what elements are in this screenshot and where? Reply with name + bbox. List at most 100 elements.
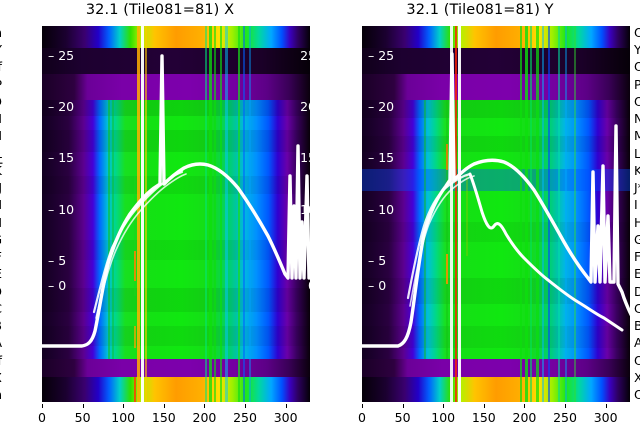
x-tick-mark-300 bbox=[605, 404, 607, 408]
category-label-c-16: C bbox=[634, 300, 640, 316]
category-label-f-13: F bbox=[0, 249, 2, 264]
band-sub-2 bbox=[362, 136, 630, 152]
x-tick-label-150: 150 bbox=[151, 410, 176, 425]
band-sub-1 bbox=[362, 100, 630, 118]
x-tick-mark-50 bbox=[402, 404, 404, 408]
x-tick-label-200: 200 bbox=[192, 410, 217, 425]
category-label-d-15: D bbox=[634, 283, 640, 299]
heatmap-canvas-y bbox=[362, 26, 630, 402]
category-label-o-4: O bbox=[634, 93, 640, 109]
category-label-on-0: On bbox=[0, 25, 2, 40]
band-sub-4 bbox=[362, 278, 630, 304]
x-tick-mark-150 bbox=[483, 404, 485, 408]
heatmap-y[interactable]: – 25 – 20 – 15 – 10 – 5 – 0 bbox=[362, 26, 630, 402]
x-tick-mark-150 bbox=[163, 404, 165, 408]
category-label-b-17: B bbox=[0, 318, 2, 333]
band-dark-upper bbox=[42, 48, 310, 74]
category-label-n-5: N bbox=[0, 111, 2, 126]
vertical-features bbox=[424, 26, 576, 402]
band-top-rainbow bbox=[362, 26, 630, 48]
category-label-y-1: Y bbox=[0, 42, 2, 57]
inner-ytick-20: – 20 bbox=[48, 99, 75, 114]
inner-ytick-right-25: 25 bbox=[300, 48, 310, 63]
x-tick-label-50: 50 bbox=[74, 410, 91, 425]
inner-ytick-15: – 15 bbox=[368, 150, 395, 165]
category-label-x-20: X bbox=[634, 369, 640, 385]
band-bottom-rainbow bbox=[362, 377, 630, 402]
category-label-i-10: I bbox=[634, 197, 638, 213]
inner-ytick-5: – 5 bbox=[48, 253, 67, 268]
x-tick-mark-100 bbox=[123, 404, 125, 408]
x-axis-left: 0 50 100 150 200 250 300 bbox=[38, 404, 310, 434]
category-label-a-18: A bbox=[634, 335, 640, 351]
x-tick-label-300: 300 bbox=[593, 410, 618, 425]
category-label-e-14: E bbox=[634, 266, 640, 282]
inner-ytick-right-15: 15 bbox=[300, 150, 310, 165]
x-tick-mark-100 bbox=[443, 404, 445, 408]
x-tick-mark-50 bbox=[82, 404, 84, 408]
inner-ytick-right-0: 0 bbox=[308, 278, 310, 293]
x-tick-mark-0 bbox=[362, 404, 363, 408]
x-tick-label-250: 250 bbox=[233, 410, 257, 425]
inner-ytick-25: – 25 bbox=[48, 48, 75, 63]
amplitude-trace-2b bbox=[95, 173, 187, 319]
inner-ytick-right-20: 20 bbox=[300, 99, 310, 114]
x-tick-label-250: 250 bbox=[553, 410, 577, 425]
category-label-on-0: On bbox=[634, 25, 640, 40]
category-label-on-21: On bbox=[0, 387, 2, 402]
category-label-p-3: P bbox=[634, 76, 640, 92]
category-label-l-7: L bbox=[634, 145, 640, 161]
inner-ytick-0: – 0 bbox=[48, 278, 67, 293]
x-tick-label-100: 100 bbox=[431, 410, 456, 425]
x-tick-label-100: 100 bbox=[111, 410, 136, 425]
category-label-l-7: L bbox=[0, 146, 2, 161]
x-axis-right: 0 50 100 150 200 250 300 bbox=[358, 404, 630, 434]
inner-ytick-10: – 10 bbox=[48, 202, 75, 217]
category-label-i-10: I bbox=[0, 197, 2, 213]
category-label-b-17: B bbox=[634, 318, 640, 334]
x-tick-label-200: 200 bbox=[512, 410, 537, 425]
inner-ytick-20: – 20 bbox=[368, 99, 395, 114]
x-tick-mark-250 bbox=[245, 404, 247, 408]
band-sub-2 bbox=[42, 130, 310, 152]
band-sub-blue bbox=[362, 169, 630, 191]
category-label-p-3: P bbox=[0, 77, 2, 92]
band-sub-6 bbox=[42, 326, 310, 346]
vertical-features bbox=[108, 26, 251, 402]
heatmap-x[interactable]: – 25 – 20 – 15 – 10 – 5 – 0 25 20 15 10 … bbox=[42, 26, 310, 402]
category-label-m-6: M bbox=[634, 128, 640, 144]
amplitude-trace-1 bbox=[42, 54, 310, 348]
panel-y: 32.1 (Tile081=81) Y bbox=[320, 0, 640, 440]
category-label-m-6: M bbox=[0, 128, 2, 143]
category-label-o-4: O bbox=[0, 94, 2, 109]
amplitude-trace-1 bbox=[362, 52, 630, 348]
category-label-n-5: N bbox=[634, 111, 640, 127]
band-bottom-rainbow bbox=[42, 377, 310, 402]
category-label-on-21: On bbox=[634, 387, 640, 402]
overlay-trace-group bbox=[42, 54, 310, 348]
inner-ytick-right-5: 5 bbox=[308, 253, 310, 268]
inner-ytick-right-10: 10 bbox=[300, 202, 310, 217]
overlay-trace-group bbox=[362, 52, 630, 348]
band-top-rainbow bbox=[42, 26, 310, 48]
category-label-e-14: E bbox=[0, 266, 2, 281]
band-purple-lower bbox=[362, 359, 630, 377]
panel-title-x: 32.1 (Tile081=81) X bbox=[85, 2, 235, 18]
panel-title-y: 32.1 (Tile081=81) Y bbox=[406, 2, 554, 18]
category-label-off-19: Off bbox=[0, 353, 2, 368]
category-label-a-18: A bbox=[0, 335, 2, 350]
inner-ytick-15: – 15 bbox=[48, 150, 75, 165]
band-sub-5 bbox=[362, 326, 630, 348]
category-label-h-11: H bbox=[0, 215, 2, 230]
category-label-g-12: G bbox=[0, 232, 2, 247]
heatmap-canvas-x bbox=[42, 26, 310, 402]
category-label-k-8: K bbox=[634, 162, 640, 178]
category-label-y-1: Y bbox=[634, 42, 640, 58]
x-tick-label-0: 0 bbox=[358, 410, 366, 425]
category-label-c-16: C bbox=[0, 301, 2, 316]
category-label-off-19: Off bbox=[634, 352, 640, 368]
band-dark-upper bbox=[362, 48, 630, 74]
x-tick-mark-200 bbox=[204, 404, 206, 408]
category-label-off-2: Off bbox=[0, 59, 2, 74]
